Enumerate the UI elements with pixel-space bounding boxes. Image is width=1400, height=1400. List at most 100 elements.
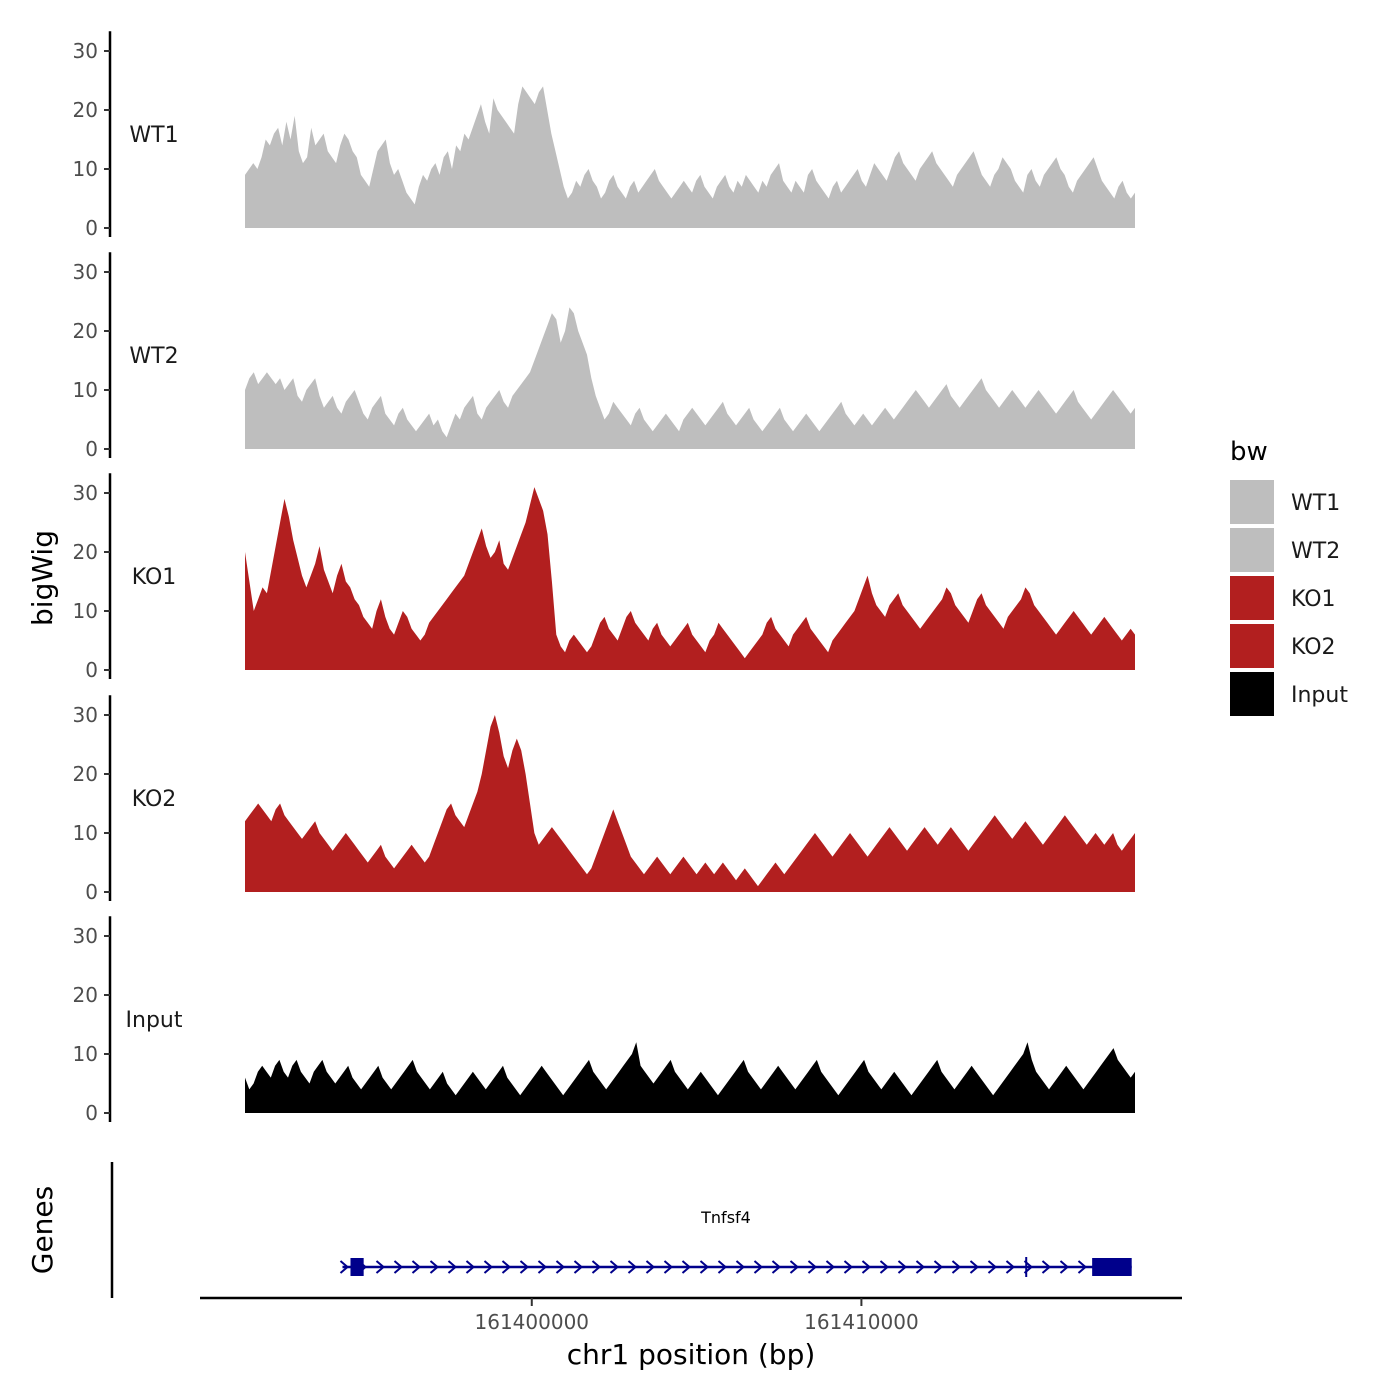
gene-track: Genes Tnfsf4 [26, 1162, 1132, 1298]
strand-arrow [501, 1260, 512, 1274]
y-tick-label: 30 [73, 924, 98, 948]
legend-entry-input: Input [1230, 672, 1348, 716]
y-tick-label: 10 [73, 378, 98, 402]
y-tick-label: 0 [85, 216, 98, 240]
strand-arrow [735, 1260, 746, 1274]
y-axis-title: bigWig [26, 530, 59, 626]
legend-entry-wt1: WT1 [1230, 480, 1340, 524]
y-tick-label: 10 [73, 157, 98, 181]
x-axis-ticks: 161400000 161410000 [475, 1298, 919, 1334]
legend-swatch [1230, 672, 1274, 716]
y-tick-label: 20 [73, 319, 98, 343]
x-axis: 161400000 161410000 chr1 position (bp) [200, 1296, 1182, 1371]
strand-arrow [879, 1260, 890, 1274]
y-tick-label: 0 [85, 658, 98, 682]
track-wt1: 0 10 20 30 WT1 [73, 31, 1135, 240]
area-ko2 [245, 715, 1135, 892]
y-tick-label: 10 [73, 1042, 98, 1066]
legend-entry-ko2: KO2 [1230, 624, 1336, 668]
legend-label: KO1 [1291, 587, 1336, 612]
strand-arrow [861, 1260, 872, 1274]
y-tick-label: 30 [73, 481, 98, 505]
y-tick-label: 20 [73, 983, 98, 1007]
strand-arrow [537, 1260, 548, 1274]
track-input: 0 10 20 30 Input [73, 916, 1135, 1125]
strand-arrow [789, 1260, 800, 1274]
strand-arrow [951, 1260, 962, 1274]
strand-arrow [555, 1260, 566, 1274]
strand-arrow [681, 1260, 692, 1274]
track-label: KO1 [132, 565, 177, 590]
legend-label: WT1 [1291, 491, 1340, 516]
y-tick-label: 30 [73, 703, 98, 727]
y-tick-label: 0 [85, 1101, 98, 1125]
strand-arrow [807, 1260, 818, 1274]
strand-arrow [591, 1260, 602, 1274]
strand-arrow [393, 1260, 404, 1274]
y-tick-label: 30 [73, 39, 98, 63]
strand-arrow [645, 1260, 656, 1274]
strand-arrow [915, 1260, 926, 1274]
strand-arrow [429, 1260, 440, 1274]
track-label: WT2 [129, 344, 178, 369]
strand-arrow [933, 1260, 944, 1274]
area-ko1 [245, 487, 1135, 670]
legend-title: bw [1230, 437, 1268, 467]
strand-arrow [375, 1260, 386, 1274]
strand-arrow [825, 1260, 836, 1274]
tracks: 0 10 20 30 WT1 0 10 20 30 WT2 0 10 20 30 KO1 0 10 20 30 KO2… [73, 31, 1135, 1125]
x-axis-title: chr1 position (bp) [567, 1338, 816, 1371]
strand-arrow [969, 1260, 980, 1274]
legend-swatch [1230, 576, 1274, 620]
strand-arrow [573, 1260, 584, 1274]
strand-arrow [987, 1260, 998, 1274]
strand-arrow [1077, 1260, 1088, 1274]
strand-arrow [519, 1260, 530, 1274]
area-wt2 [245, 307, 1135, 449]
legend-swatch [1230, 528, 1274, 572]
track-ko1: 0 10 20 30 KO1 [73, 473, 1135, 682]
gene-exons [350, 1257, 1132, 1277]
gene-name-label: Tnfsf4 [700, 1208, 751, 1227]
strand-arrow [699, 1260, 710, 1274]
legend-label: WT2 [1291, 539, 1340, 564]
legend-entry-wt2: WT2 [1230, 528, 1340, 572]
legend-swatch [1230, 480, 1274, 524]
legend-swatch [1230, 624, 1274, 668]
strand-arrow [609, 1260, 620, 1274]
x-tick-label: 161400000 [475, 1310, 590, 1334]
y-tick-label: 20 [73, 762, 98, 786]
track-ko2: 0 10 20 30 KO2 [73, 695, 1135, 904]
strand-arrow [771, 1260, 782, 1274]
legend-label: KO2 [1291, 635, 1336, 660]
strand-arrow [1059, 1260, 1070, 1274]
y-tick-label: 20 [73, 540, 98, 564]
track-label: WT1 [129, 123, 178, 148]
x-tick-label: 161410000 [804, 1310, 919, 1334]
strand-arrow [447, 1260, 458, 1274]
gene-track-label: Genes [26, 1186, 59, 1274]
strand-arrow [753, 1260, 764, 1274]
legend: bw WT1 WT2 KO1 KO2 Input [1230, 437, 1348, 716]
gene-exon [350, 1258, 364, 1276]
y-tick-label: 30 [73, 260, 98, 284]
gene-exon [1092, 1258, 1132, 1276]
area-input [245, 1042, 1135, 1113]
strand-arrow [1005, 1260, 1016, 1274]
y-tick-label: 20 [73, 98, 98, 122]
strand-arrow [663, 1260, 674, 1274]
area-wt1 [245, 86, 1135, 229]
y-tick-label: 0 [85, 437, 98, 461]
legend-entries: WT1 WT2 KO1 KO2 Input [1230, 480, 1348, 716]
strand-arrow [1041, 1260, 1052, 1274]
strand-arrow [483, 1260, 494, 1274]
strand-arrow [627, 1260, 638, 1274]
y-tick-label: 10 [73, 821, 98, 845]
strand-arrow [843, 1260, 854, 1274]
track-label: Input [126, 1008, 183, 1033]
strand-arrow [411, 1260, 422, 1274]
strand-arrow [339, 1260, 350, 1274]
strand-arrow [897, 1260, 908, 1274]
track-wt2: 0 10 20 30 WT2 [73, 252, 1135, 461]
